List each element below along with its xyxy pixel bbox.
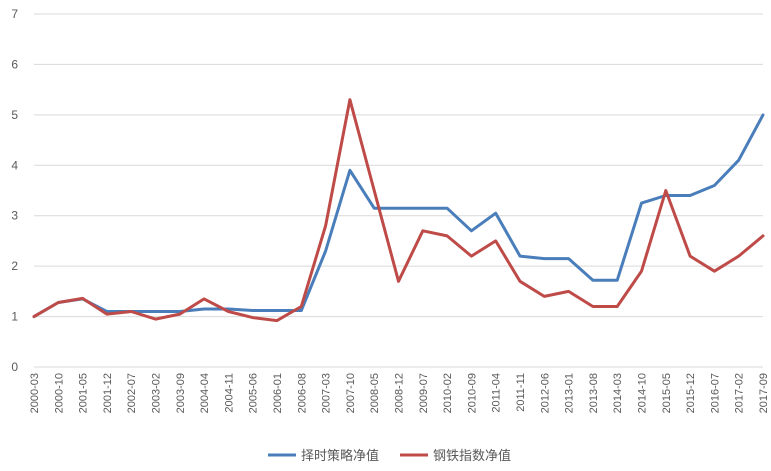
x-tick-label: 2014-10	[637, 373, 649, 413]
y-tick-label: 2	[11, 259, 18, 273]
x-tick-label: 2011-11	[515, 373, 527, 412]
legend: 择时策略净值 钢铁指数净值	[268, 448, 511, 464]
x-tick-label: 2002-07	[126, 373, 138, 413]
y-tick-label: 6	[11, 57, 18, 71]
x-tick-label: 2005-06	[248, 373, 260, 413]
x-tick-label: 2006-08	[296, 373, 308, 413]
y-tick-label: 7	[11, 7, 18, 21]
series-lines	[32, 98, 765, 323]
series-line-timing-strategy	[32, 113, 765, 319]
x-tick-label: 2012-06	[539, 373, 551, 413]
x-tick-label: 2009-07	[418, 373, 430, 413]
x-tick-label: 2010-02	[442, 373, 454, 413]
x-tick-label: 2000-03	[29, 373, 41, 413]
y-axis-tick-labels: 0 1 2 3 4 5 6 7	[11, 7, 18, 374]
x-tick-label: 2007-03	[321, 373, 333, 413]
x-tick-label: 2013-08	[588, 373, 600, 413]
x-tick-label: 2000-10	[53, 373, 65, 413]
x-tick-label: 2014-03	[612, 373, 624, 413]
y-tick-label: 4	[11, 158, 18, 172]
x-tick-label: 2016-07	[709, 373, 721, 413]
x-tick-label: 2006-01	[272, 373, 284, 413]
x-tick-label: 2015-05	[661, 373, 673, 413]
x-tick-label: 2015-12	[685, 373, 697, 413]
x-tick-label: 2003-02	[151, 373, 163, 413]
x-axis-tick-labels: 2000-03 2000-10 2001-05 2001-12 2002-07 2003-…	[29, 373, 770, 413]
x-tick-label: 2017-02	[734, 373, 746, 413]
x-tick-label: 2010-09	[466, 373, 478, 413]
x-tick-label: 2004-04	[199, 373, 211, 413]
x-tick-label: 2003-09	[175, 373, 187, 413]
x-tick-label: 2017-09	[758, 373, 770, 413]
x-tick-label: 2007-10	[345, 373, 357, 413]
x-tick-label: 2008-05	[369, 373, 381, 413]
y-tick-label: 1	[11, 310, 18, 324]
x-tick-label: 2004-11	[223, 373, 235, 413]
x-tick-label: 2013-01	[564, 373, 576, 413]
x-tick-label: 2008-12	[394, 373, 406, 413]
legend-item-timing-strategy: 择时策略净值	[301, 448, 379, 464]
y-tick-label: 3	[11, 209, 18, 223]
x-tick-label: 2001-05	[78, 373, 90, 413]
legend-item-steel-index: 钢铁指数净值	[433, 448, 511, 464]
y-tick-label: 5	[11, 108, 18, 122]
series-line-steel-index	[32, 98, 765, 323]
x-tick-label: 2001-12	[102, 373, 114, 413]
x-tick-label: 2011-04	[491, 373, 503, 413]
y-tick-label: 0	[11, 360, 18, 374]
gridlines	[34, 13, 763, 368]
